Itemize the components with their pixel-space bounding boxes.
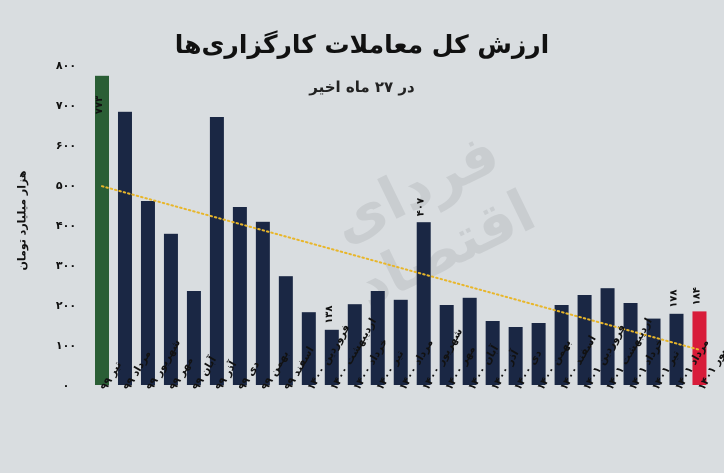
bar xyxy=(324,329,339,385)
bar xyxy=(692,311,707,385)
y-tick-label: ۵۰۰ xyxy=(56,179,76,192)
bar xyxy=(255,221,270,385)
data-label: ۱۷۸ xyxy=(669,289,680,307)
bar xyxy=(117,111,132,386)
bar xyxy=(623,303,638,385)
bar xyxy=(209,117,224,385)
bar xyxy=(485,321,500,385)
bar xyxy=(646,318,661,385)
chart-subtitle: در ۲۷ ماه اخیر xyxy=(309,78,415,96)
y-tick-label: ۲۰۰ xyxy=(56,299,76,312)
bar xyxy=(669,313,684,385)
bar xyxy=(232,207,247,385)
bar xyxy=(163,233,178,385)
trend-line xyxy=(101,185,701,351)
bar xyxy=(554,305,569,385)
bar xyxy=(370,291,385,385)
data-label: ۱۸۴ xyxy=(691,287,702,305)
bar xyxy=(301,312,316,385)
bar xyxy=(416,222,431,385)
data-label: ۱۳۸ xyxy=(324,305,335,323)
bar xyxy=(95,75,109,386)
y-tick-label: ۴۰۰ xyxy=(56,219,76,232)
y-tick-label: ۳۰۰ xyxy=(56,259,76,272)
bar xyxy=(531,323,546,385)
bar xyxy=(462,297,477,385)
y-tick-label: ۸۰۰ xyxy=(56,59,76,72)
bar xyxy=(140,201,155,385)
y-tick-label: ۶۰۰ xyxy=(56,139,76,152)
bar xyxy=(393,299,408,385)
y-tick-label: ۱۰۰ xyxy=(56,339,76,352)
bar xyxy=(508,327,523,385)
bar xyxy=(600,288,615,385)
y-tick-label: ۰ xyxy=(63,379,70,392)
data-label: ۴۰۷ xyxy=(416,198,427,216)
y-tick-label: ۷۰۰ xyxy=(56,99,76,112)
bar xyxy=(278,276,293,385)
bar xyxy=(347,304,362,385)
chart-title: ارزش کل معاملات کارگزاری‌ها xyxy=(174,30,550,59)
bar xyxy=(439,305,454,385)
bar xyxy=(186,291,201,385)
data-label: ۷۷۳ xyxy=(94,96,105,114)
